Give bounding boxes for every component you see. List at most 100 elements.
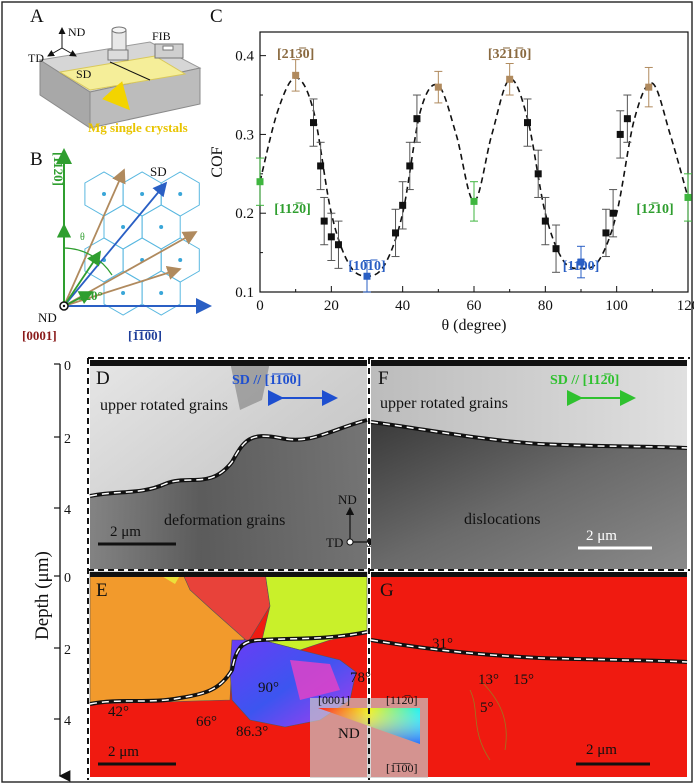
panel-b-x-axis-label: [1̅1̅0̅0] — [128, 328, 162, 343]
panel-g-angle-31: 31° — [432, 636, 453, 652]
panel-c-letter: C — [210, 6, 223, 27]
x-tick-label: 20 — [324, 298, 339, 314]
panel-b-origin-label: [0001] — [22, 328, 57, 343]
panel-d: D SD // [1̅1̅0̅0] upper rotated grains d… — [89, 360, 383, 569]
chart-annotation: [12̅10] — [636, 201, 673, 217]
data-point — [317, 162, 325, 170]
panel-g-angle-5: 5° — [480, 700, 494, 716]
depth-axis: 0 2 4 0 2 4 Depth (μm) — [32, 359, 71, 782]
data-point — [399, 201, 407, 209]
x-tick-label: 40 — [395, 298, 410, 314]
data-point — [524, 119, 531, 127]
panel-b-angle: 120° — [78, 288, 103, 303]
data-point — [406, 162, 414, 170]
data-point — [292, 71, 300, 79]
depth-tick-bottom-4: 4 — [64, 714, 71, 729]
data-point — [534, 170, 542, 178]
data-point — [392, 229, 400, 237]
fit-curve — [259, 76, 689, 278]
hex-cell-center — [140, 192, 145, 196]
x-tick-label: 80 — [538, 298, 553, 314]
data-point — [413, 115, 421, 123]
panel-f-scale-label: 2 μm — [586, 528, 617, 544]
chart-annotation: [32̅11̅0] — [488, 46, 532, 62]
y-tick-label: 0.1 — [235, 285, 254, 301]
ipf-key-nd: ND — [338, 726, 360, 742]
panel-f-lower-label: dislocations — [464, 511, 540, 528]
x-tick-label: 0 — [256, 298, 264, 314]
y-tick-label: 0.4 — [235, 49, 254, 65]
panel-b: B SD θ 120° [11̅2̅0] ND [0001] [1̅1̅0̅0] — [22, 148, 212, 343]
panel-d-direction: SD // [1̅1̅0̅0] — [232, 372, 301, 388]
data-point — [334, 241, 342, 249]
x-tick-label: 120 — [677, 298, 694, 314]
depth-tick-top-2: 2 — [64, 432, 71, 447]
panel-b-nd-label: ND — [38, 310, 57, 325]
panel-e-angle-42: 42° — [108, 704, 129, 720]
data-point — [363, 272, 371, 280]
panel-e-angle-78: 78° — [350, 670, 371, 686]
panel-e-angle-90: 90° — [258, 680, 279, 696]
data-point — [552, 245, 560, 253]
x-tick-label: 100 — [605, 298, 628, 314]
hex-cell-center — [159, 291, 164, 295]
chart-plot-area — [259, 31, 689, 293]
panel-a-td-label: TD — [28, 51, 44, 65]
y-tick-label: 0.2 — [235, 206, 254, 222]
hex-cell-center — [102, 192, 106, 196]
panel-a-nd-label: ND — [68, 25, 86, 39]
data-point — [645, 83, 653, 91]
panel-c: C 0 20 40 60 80 100 120 0.1 0.2 0.3 0.4 θ (degree) C… — [209, 6, 694, 334]
data-point — [327, 233, 335, 241]
depth-tick-top-4: 4 — [64, 503, 71, 518]
data-point — [256, 178, 264, 186]
panel-e-letter: E — [96, 580, 108, 601]
x-axis-label: θ (degree) — [442, 317, 507, 334]
y-axis-label: COF — [209, 146, 226, 177]
panel-g-scale-label: 2 μm — [586, 742, 617, 758]
data-point — [684, 193, 692, 201]
chart-annotation: [213̅0] — [277, 46, 314, 62]
data-point — [506, 75, 514, 83]
panel-d-td-label: TD — [326, 535, 343, 550]
panel-a-letter: A — [30, 6, 44, 27]
panel-b-y-axis-label: [11̅2̅0] — [51, 152, 66, 186]
data-point — [616, 130, 624, 138]
panel-a: A ND TD SD FIB Mg single crystals — [28, 6, 202, 135]
hex-cell — [141, 270, 181, 316]
depth-tick-top-0: 0 — [64, 359, 71, 374]
chart-annotation: [112̅0] — [274, 201, 311, 217]
panel-g-angle-15: 15° — [513, 672, 534, 688]
panel-g-angle-13: 13° — [478, 672, 499, 688]
panel-a-sd-label: SD — [76, 67, 92, 81]
panel-b-letter: B — [30, 149, 43, 170]
ipf-key-1120: [112̅0] — [386, 693, 418, 707]
chart-annotation: [101̅0] — [348, 258, 385, 274]
ipf-key-0001: [0001] — [318, 693, 350, 707]
hex-cell-center — [178, 258, 183, 262]
y-tick-label: 0.3 — [235, 127, 254, 143]
ipf-color-key: [0001] [112̅0] [1̅1̅0̅0] ND — [310, 693, 428, 778]
data-point — [310, 119, 317, 127]
data-point — [434, 83, 442, 91]
panel-d-nd-label: ND — [338, 492, 357, 507]
panel-f: F SD // [112̅0] upper rotated grains dis… — [370, 360, 688, 569]
panel-d-upper-label: upper rotated grains — [100, 397, 228, 414]
panel-b-sd-label: SD — [150, 164, 167, 179]
panel-d-letter: D — [96, 368, 110, 389]
panel-e-angle-66: 66° — [196, 714, 217, 730]
data-point — [541, 217, 549, 225]
hex-lattice — [84, 171, 200, 316]
panel-g-letter: G — [380, 580, 394, 601]
panel-f-direction: SD // [112̅0] — [550, 372, 619, 388]
hex-cell-center — [178, 192, 183, 196]
cof-chart: 0 20 40 60 80 100 120 0.1 0.2 0.3 0.4 θ (degree) COF… — [209, 31, 694, 334]
panel-f-letter: F — [378, 368, 389, 389]
panel-a-fib-label: FIB — [152, 29, 171, 43]
panel-a-sample-label: Mg single crystals — [88, 120, 188, 135]
panel-d-lower-label: deformation grains — [164, 512, 285, 529]
data-point — [470, 197, 478, 205]
panel-e-angle-86: 86.3° — [236, 724, 268, 740]
